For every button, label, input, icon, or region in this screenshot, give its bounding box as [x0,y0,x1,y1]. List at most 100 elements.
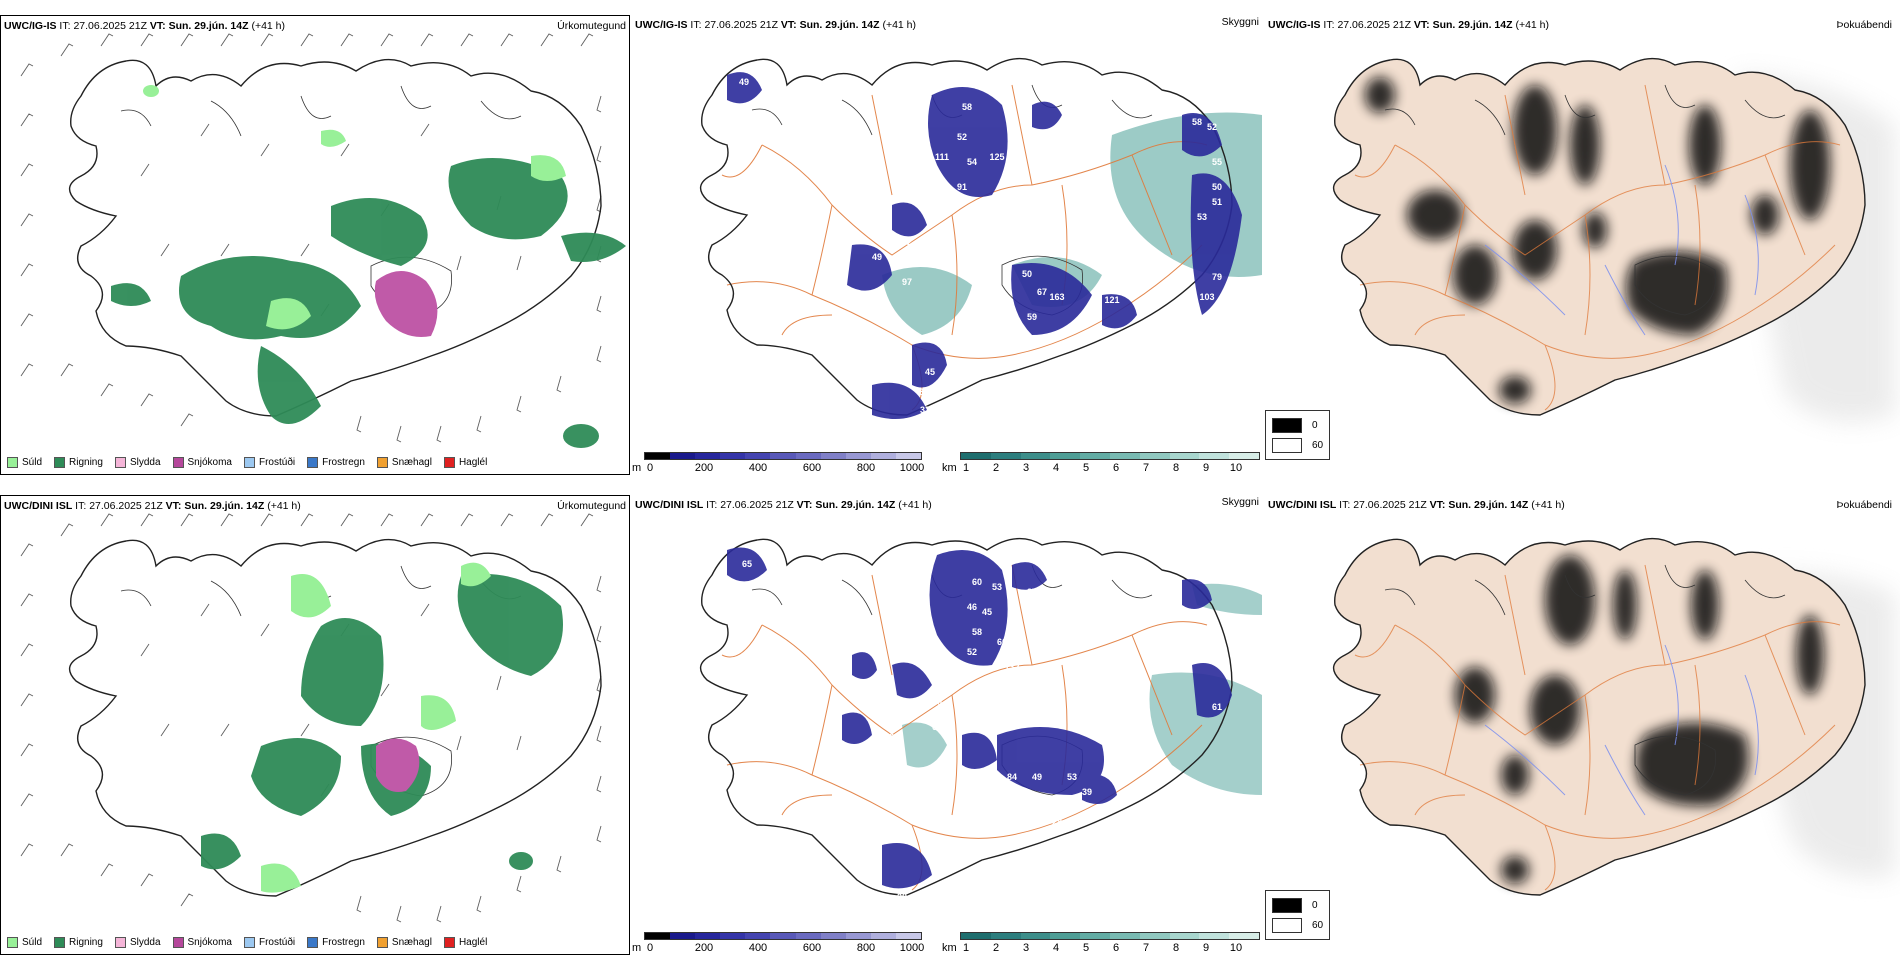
colorbar-cell [990,453,1021,459]
swatch [376,457,388,468]
legend-label: Frostregn [322,457,365,468]
colorbar-cell [1050,453,1081,459]
it-value: 27.06.2025 21Z [1337,19,1411,31]
cloud-base-value: 50 [1022,269,1032,279]
cloud-base-value: 52 [1207,122,1217,132]
colorbar-cell [745,453,771,459]
colorbar-cell [1020,453,1051,459]
cloud-base-value: 65 [742,559,752,569]
low-cloud-areas [727,72,1242,419]
it-value: 27.06.2025 21Z [1353,499,1427,511]
legend-label: 60 [1312,919,1324,931]
legend-item: Haglél [443,937,487,948]
it-value: 27.06.2025 21Z [89,500,163,512]
colorbar-cell [720,933,746,939]
model-name: UWC/IG-IS [4,20,57,32]
colorbar-tick: 1000 [899,942,925,954]
cloud-base-value: 68 [1027,602,1037,612]
colorbar-cell [670,933,696,939]
cloud-base-value: 67 [1037,287,1047,297]
swatch [307,457,319,468]
panel-header: UWC/IG-IS IT: 27.06.2025 21Z VT: Sun. 29… [4,20,626,34]
colorbar-cell [1109,453,1140,459]
cloud-base-value: 39 [1082,787,1092,797]
cloud-base-value: 53 [992,582,1002,592]
panel-header: UWC/DINI ISL IT: 27.06.2025 21Z VT: Sun.… [1268,499,1892,513]
model-name: UWC/DINI ISL [1268,499,1337,511]
fog-legend: 0 60 [1265,410,1331,460]
vt-value: Sun. 29.jún. 14Z [1432,19,1513,31]
cloud-base-value: 87 [1027,587,1037,597]
cloud-base-value: 42 [1047,802,1057,812]
colorbar-cell [1109,933,1140,939]
drizzle-areas [143,85,566,330]
legend-label: Súld [22,937,43,948]
colorbar-tick: 5 [1082,942,1090,954]
lead-time: (+41 h) [882,19,917,31]
colorbar-tick: 800 [856,462,876,474]
cloud-base-value: 49 [872,252,882,262]
cloud-base-value: 28 [1052,817,1062,827]
legend-item: Snjókoma [172,457,232,468]
cloud-base-value: 58 [972,627,982,637]
legend-label: Slydda [129,457,161,468]
legend-item: Súld [7,937,42,948]
swatch [1272,437,1302,453]
it-value: 27.06.2025 21Z [73,20,147,32]
legend-item: Frostregn [307,937,365,948]
colorbar-cell [645,453,671,459]
lead-time: (+41 h) [1515,19,1550,31]
colorbar-cell [1199,453,1230,459]
colorbar-cell [990,933,1021,939]
colorbar-tick: 8 [1172,942,1180,954]
cloud-base-value: 121 [1104,295,1119,305]
drizzle-areas [261,562,491,893]
swatch [54,457,66,468]
cloud-base-value: 91 [957,182,967,192]
vt-label: VT: [1413,19,1430,31]
cloud-base-value: 54 [882,742,892,752]
fog-areas [1365,77,1830,404]
model-name: UWC/IG-IS [1268,19,1321,31]
vt-value: Sun. 29.jún. 14Z [184,500,265,512]
legend-label: Frostúði [258,457,296,468]
colorbar-tick: 2 [992,942,1000,954]
swatch [1272,897,1302,913]
fog-map [1265,15,1895,422]
colorbar-tick: 4 [1052,462,1060,474]
rain-areas [111,158,626,448]
cloud-base-value: 45 [982,607,992,617]
cloud-map: 49 58 52 54 125 91 111 61 62 49 97 45 34 37 50 67 163 59 1… [632,15,1262,419]
legend-label: 0 [1312,899,1318,911]
colorbar-cell [770,453,796,459]
colorbar-cell [1050,933,1081,939]
cloud-base-value: 79 [1212,272,1222,282]
legend-item: Frostúði [243,937,295,948]
swatch [172,937,184,948]
cloud-base-value: 28 [897,892,907,902]
cloud-base-value: 53 [1067,772,1077,782]
colorbar-tick: 7 [1142,462,1150,474]
colorbar-tick: 5 [1082,462,1090,474]
cloud-base-value: 49 [1032,772,1042,782]
legend-label: Snæhagl [391,457,432,468]
cloud-base-value: 68 [889,732,899,742]
it-label: IT: [690,19,702,31]
cloud-base-value: 60 [972,577,982,587]
legend-item: Haglél [443,457,488,468]
fog-areas [1455,555,1824,884]
colorbar-cell [1229,933,1259,939]
panel-title: Úrkomutegund [557,500,626,512]
low-cloud-areas [727,547,1232,889]
colorbar-cell [720,453,746,459]
legend-label: Slydda [129,937,161,948]
snow-area [376,738,420,792]
colorbar-strip [644,452,922,460]
vt-label: VT: [149,20,166,32]
legend-label: Haglél [458,457,488,468]
cloud-base-value: 97 [902,277,912,287]
colorbar-cell [895,453,922,459]
colorbar-cell [1139,453,1170,459]
legend-item: Snjókoma [172,937,232,948]
